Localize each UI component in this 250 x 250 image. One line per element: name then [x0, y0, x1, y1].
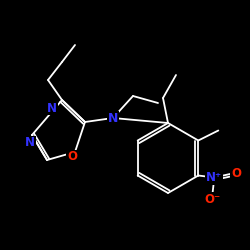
Text: N: N	[25, 136, 35, 149]
Text: O: O	[67, 150, 77, 164]
Text: O⁻: O⁻	[204, 193, 220, 206]
Text: N⁺: N⁺	[206, 171, 222, 184]
Text: N: N	[47, 102, 57, 114]
Text: N: N	[108, 112, 118, 124]
Text: O: O	[231, 167, 241, 180]
